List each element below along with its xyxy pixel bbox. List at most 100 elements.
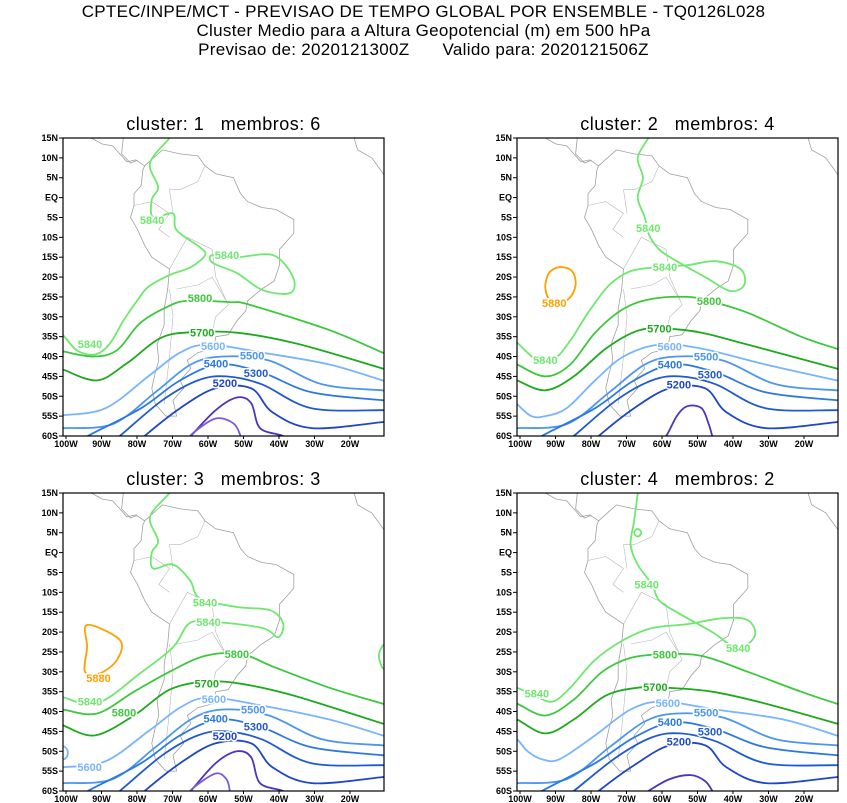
lon-label: 40W [724,794,743,803]
lat-label: 30S [496,667,512,677]
contour-5880 [544,266,577,305]
lon-label: 50W [234,439,253,449]
contour-5840 [63,493,285,706]
lon-label: 80W [582,794,601,803]
contour-label: 5840 [78,697,102,709]
contour-label: 5880 [86,673,110,685]
lat-label: 50S [496,391,512,401]
lat-label: 25S [496,292,512,302]
contour-label: 5300 [244,368,268,380]
lat-label: 15N [41,488,58,498]
lat-label: 5S [47,212,58,222]
contour-label: 5400 [658,717,682,729]
lon-label: 100W [508,794,532,803]
contour-5500 [517,712,838,785]
coastline [544,138,599,167]
lat-label: 20S [42,627,58,637]
contour-label: 5840 [726,643,750,655]
country-border [133,556,170,593]
country-border [587,201,624,238]
contour-5500 [517,355,838,430]
contour-label: 5840 [140,215,164,227]
lat-label: 35S [42,687,58,697]
coastline [807,138,838,176]
lat-label: 20S [42,272,58,282]
lat-label: 40S [42,707,58,717]
contour-label: 5880 [542,298,566,310]
map-frame [516,492,839,792]
lat-label: 55S [496,411,512,421]
lon-label: 100W [54,439,78,449]
map-area [517,493,838,791]
cluster-panel-4: cluster: 4 membros: 2 5840 5840 5840 5800 570… [495,469,839,803]
contour-label: 5200 [667,736,691,748]
contour-label: 5700 [195,679,219,691]
lat-label: 60S [42,786,58,796]
contour-5200 [143,739,384,791]
lat-label: 5S [47,567,58,577]
lat-label: 45S [42,371,58,381]
lon-label: 20W [341,794,360,803]
contour-5400 [86,363,384,436]
contour-label: 5600 [657,342,681,354]
lat-label: 35S [496,332,512,342]
lat-label: 35S [496,687,512,697]
lat-label: 15N [41,133,58,143]
lon-label: 90W [546,439,565,449]
country-border [169,520,206,569]
lon-label: 30W [759,439,778,449]
lon-label: 60W [653,439,672,449]
contour-label: 5840 [533,355,557,367]
lat-label: 25S [42,647,58,657]
lat-label: 10N [495,153,512,163]
lat-label: EQ [45,548,58,558]
lat-label: 15S [42,252,58,262]
contour-5700 [63,330,384,382]
lat-label: 45S [496,726,512,736]
lat-label: 5S [501,212,512,222]
map-area [63,493,384,791]
contour-5700 [517,327,838,392]
panel-title: cluster: 1 membros: 6 [126,114,321,134]
contour-5100 [189,396,285,436]
country-border [623,165,660,214]
lat-label: 5N [46,528,58,538]
map-frame [62,492,385,792]
lat-label: 45S [496,371,512,381]
lon-label: 20W [795,794,814,803]
lat-label: 40S [496,352,512,362]
contour-5800 [517,653,838,717]
lon-label: 60W [199,794,218,803]
contour-5700 [63,680,384,737]
figure-title: CPTEC/INPE/MCT - PREVISAO DE TEMPO GLOBA… [81,2,766,21]
lon-label: 80W [128,439,147,449]
contour-5840 [63,138,207,356]
country-border [623,236,683,333]
map-frame [516,137,839,437]
contour-label: 5800 [225,649,249,661]
country-border [163,643,174,760]
coastline [353,493,384,531]
contour-label: 5200 [213,731,237,743]
lon-label: 40W [270,439,289,449]
contour-5300 [572,732,838,791]
lat-label: 40S [42,352,58,362]
contour-5600 [63,745,69,761]
contour-label: 5800 [653,649,677,661]
lat-label: 55S [42,411,58,421]
lat-label: 30S [496,312,512,322]
lon-label: 70W [163,439,182,449]
lon-label: 90W [92,439,111,449]
lon-label: 30W [759,794,778,803]
country-border [587,556,624,593]
country-border [169,236,229,333]
contour-5800 [63,299,384,358]
lon-label: 80W [582,439,601,449]
contour-label: 5300 [244,722,268,734]
contour-label: 5200 [667,379,691,391]
figure-dates: Previsao de: 2020121300Z Valido para: 20… [0,40,847,60]
lat-label: 10N [495,508,512,518]
contour-label: 5500 [694,708,718,720]
cluster-panel-1: cluster: 1 membros: 6 5840 5840 5840 5800 570… [41,114,385,449]
coastline [353,138,384,176]
